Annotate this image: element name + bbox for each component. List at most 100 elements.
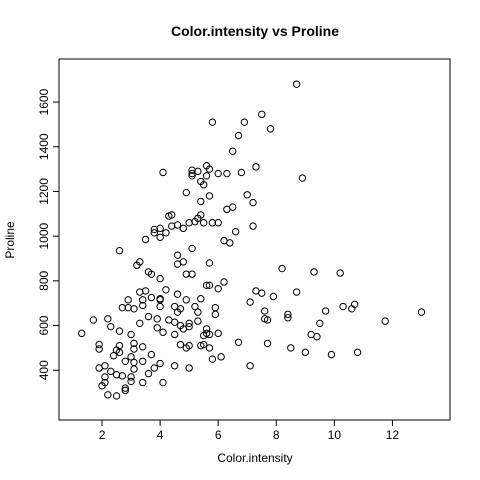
y-axis-label: Proline [3, 221, 17, 259]
data-point [101, 378, 109, 387]
data-point [162, 286, 170, 294]
chart-title: Color.intensity vs Proline [171, 23, 339, 39]
y-tick-label: 1000 [37, 222, 51, 249]
data-point [266, 125, 275, 133]
data-point [112, 371, 121, 379]
data-point [246, 362, 254, 370]
data-point [138, 301, 147, 310]
data-point [89, 316, 98, 324]
data-point [185, 219, 193, 227]
x-tick-label: 2 [99, 428, 106, 442]
data-point [263, 339, 272, 348]
data-point [127, 353, 135, 361]
x-axis-label: Color.intensity [217, 451, 292, 465]
data-point [199, 181, 208, 189]
data-point [101, 373, 109, 381]
data-point [336, 269, 344, 277]
x-tick-label: 8 [273, 428, 280, 442]
data-point [147, 270, 156, 278]
data-point [237, 168, 246, 177]
y-tick-label: 600 [37, 315, 51, 335]
data-point [214, 169, 222, 178]
data-point [211, 310, 219, 319]
data-point [182, 270, 190, 278]
data-point [292, 288, 301, 296]
y-axis: 400 600 800 1000 1200 1400 1600 [37, 88, 60, 380]
data-point [179, 224, 188, 233]
data-point [115, 348, 124, 357]
data-point [202, 172, 211, 180]
data-point [205, 344, 214, 352]
data-point [147, 350, 156, 359]
data-point [138, 357, 147, 366]
data-point [284, 310, 292, 319]
data-point [121, 384, 129, 392]
y-tick-label: 800 [37, 271, 51, 291]
data-point [127, 377, 135, 386]
data-point [124, 296, 132, 304]
data-point [316, 319, 324, 328]
data-point [173, 251, 182, 259]
data-point [101, 362, 109, 370]
data-point [339, 302, 347, 311]
data-point [130, 305, 138, 313]
data-point [176, 340, 185, 349]
data-point [202, 325, 211, 333]
data-point [156, 359, 164, 368]
data-point [104, 391, 112, 399]
data-point [208, 219, 217, 227]
data-point [188, 172, 196, 180]
y-tick-label: 400 [37, 360, 51, 380]
data-point [182, 296, 190, 304]
data-point [246, 298, 254, 306]
data-point [159, 168, 167, 177]
data-point [240, 118, 249, 126]
data-point [95, 340, 103, 349]
data-point [199, 331, 208, 340]
data-point [159, 378, 167, 387]
data-point [130, 345, 138, 353]
data-point [170, 362, 179, 370]
data-point [234, 131, 243, 140]
y-tick-label: 1600 [37, 88, 51, 115]
data-point [321, 307, 330, 315]
data-point [182, 188, 190, 197]
data-point [107, 322, 115, 331]
data-point [141, 287, 150, 295]
data-point [156, 302, 164, 311]
data-point [194, 317, 202, 325]
data-point [197, 197, 205, 206]
data-point [78, 329, 86, 338]
data-point [115, 246, 124, 255]
data-point [138, 378, 147, 387]
data-point [199, 340, 208, 349]
data-point [229, 203, 237, 211]
data-point [220, 278, 228, 286]
data-point [260, 307, 269, 315]
data-point [156, 224, 164, 233]
plot-frame [58, 58, 451, 421]
data-point [194, 167, 202, 176]
data-point [214, 284, 222, 293]
data-point [249, 222, 257, 230]
data-point [278, 264, 286, 273]
data-point [287, 344, 295, 352]
data-point [202, 281, 211, 290]
data-point [176, 305, 185, 313]
data-point [208, 355, 217, 363]
data-point [234, 338, 243, 347]
data-point [144, 312, 153, 321]
data-point [153, 324, 161, 332]
data-point [138, 343, 147, 351]
data-point [214, 329, 222, 338]
data-point [173, 221, 182, 229]
data-point [170, 318, 179, 326]
data-point [144, 369, 153, 378]
data-point [223, 169, 231, 178]
data-point [168, 222, 176, 230]
data-point [205, 192, 214, 200]
data-point [269, 292, 278, 301]
data-point [229, 147, 237, 155]
data-point [153, 315, 161, 323]
